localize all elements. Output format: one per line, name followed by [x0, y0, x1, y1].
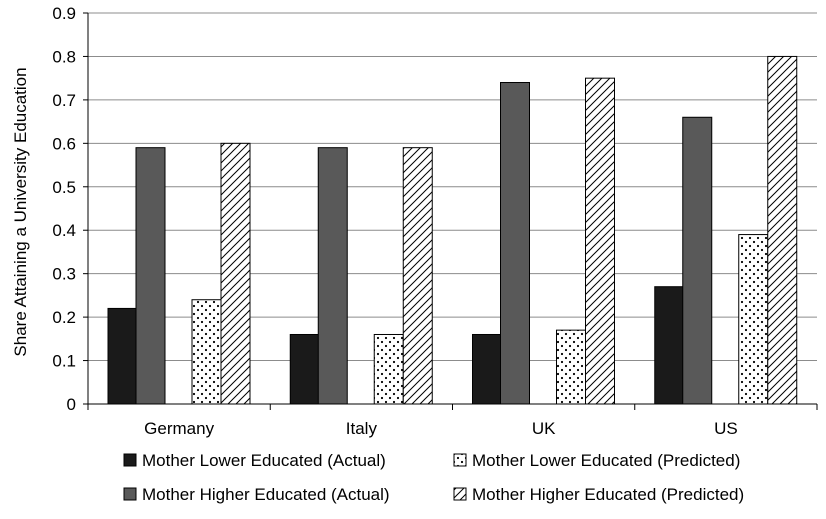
bar-germany-series-2 [135, 147, 166, 405]
legend-swatch [453, 453, 467, 467]
bar-italy-series-2 [317, 147, 348, 405]
legend: Mother Lower Educated (Actual) Mother Low… [123, 451, 744, 504]
legend-entry: Mother Higher Educated (Actual) [142, 485, 390, 504]
bar-uk-series-1 [472, 333, 502, 405]
y-tick-label: 0.3 [52, 265, 76, 284]
x-tick-label: Germany [144, 419, 214, 438]
bar-us-series-1 [654, 286, 685, 405]
bar-germany-series-1 [107, 307, 138, 405]
x-tick-label: UK [532, 419, 556, 438]
bar-germany-series-4 [220, 142, 251, 405]
legend-swatch [123, 453, 137, 467]
bar-us-series-4 [767, 55, 798, 405]
legend-entry: Mother Lower Educated (Predicted) [472, 451, 740, 470]
bar-us-series-2 [682, 116, 713, 405]
y-tick-label: 0.7 [52, 91, 76, 110]
y-tick-label: 0.2 [52, 308, 76, 327]
y-tick-label: 0.1 [52, 352, 76, 371]
y-axis-title: Share Attaining a University Education [11, 67, 30, 356]
y-tick-label: 0.4 [52, 221, 76, 240]
bars [107, 55, 798, 405]
bar-italy-series-1 [289, 333, 320, 405]
legend-swatch [123, 487, 137, 501]
bar-uk-series-4 [585, 77, 615, 405]
bar-uk-series-3 [556, 329, 586, 405]
bar-italy-series-4 [402, 147, 433, 405]
y-tick-label: 0.5 [52, 178, 76, 197]
y-tick-label: 0 [67, 395, 76, 414]
y-tick-label: 0.9 [52, 4, 76, 23]
legend-entry: Mother Higher Educated (Predicted) [472, 485, 744, 504]
bar-germany-series-3 [191, 299, 222, 405]
y-tick-label: 0.8 [52, 47, 76, 66]
legend-swatch [453, 487, 467, 501]
bar-uk-series-2 [500, 82, 530, 405]
bar-italy-series-3 [373, 333, 404, 405]
x-tick-label: US [714, 419, 738, 438]
legend-entry: Mother Lower Educated (Actual) [142, 451, 386, 470]
bar-us-series-3 [738, 234, 769, 405]
x-tick-label: Italy [346, 419, 378, 438]
y-tick-label: 0.6 [52, 134, 76, 153]
axes: 0 0.1 0.2 0.3 0.4 0.5 0.6 0.7 0.8 0.9 Germany Italy… [52, 4, 818, 438]
